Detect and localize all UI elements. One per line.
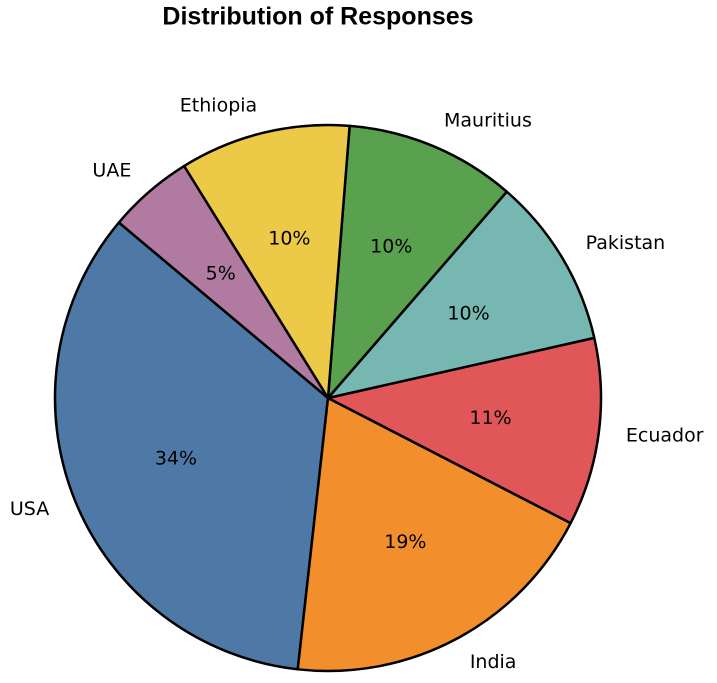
pie-slice: [326, 124, 509, 400]
pct-label: 10%: [370, 235, 412, 257]
pct-label: 10%: [447, 302, 489, 324]
pie-slice: [296, 396, 572, 673]
pct-label: 5%: [206, 263, 236, 285]
slice-label: Pakistan: [586, 232, 666, 254]
slice-label: India: [470, 651, 517, 673]
slice-label: Mauritius: [444, 110, 532, 132]
pct-label: 34%: [155, 447, 197, 469]
pie-slice: [326, 190, 596, 400]
pie-slice: [117, 164, 330, 400]
chart-title: Distribution of Responses: [162, 3, 473, 31]
pie-slice: [326, 336, 603, 525]
pct-label: 10%: [268, 227, 310, 249]
slice-label: Ethiopia: [180, 95, 257, 117]
pct-label: 19%: [384, 531, 426, 553]
slice-label: USA: [10, 498, 49, 520]
pie-slice: [53, 221, 330, 671]
pct-label: 11%: [469, 407, 511, 429]
pie-slice: [182, 123, 351, 400]
slice-label: UAE: [92, 160, 131, 182]
slice-label: Ecuador: [626, 425, 704, 447]
